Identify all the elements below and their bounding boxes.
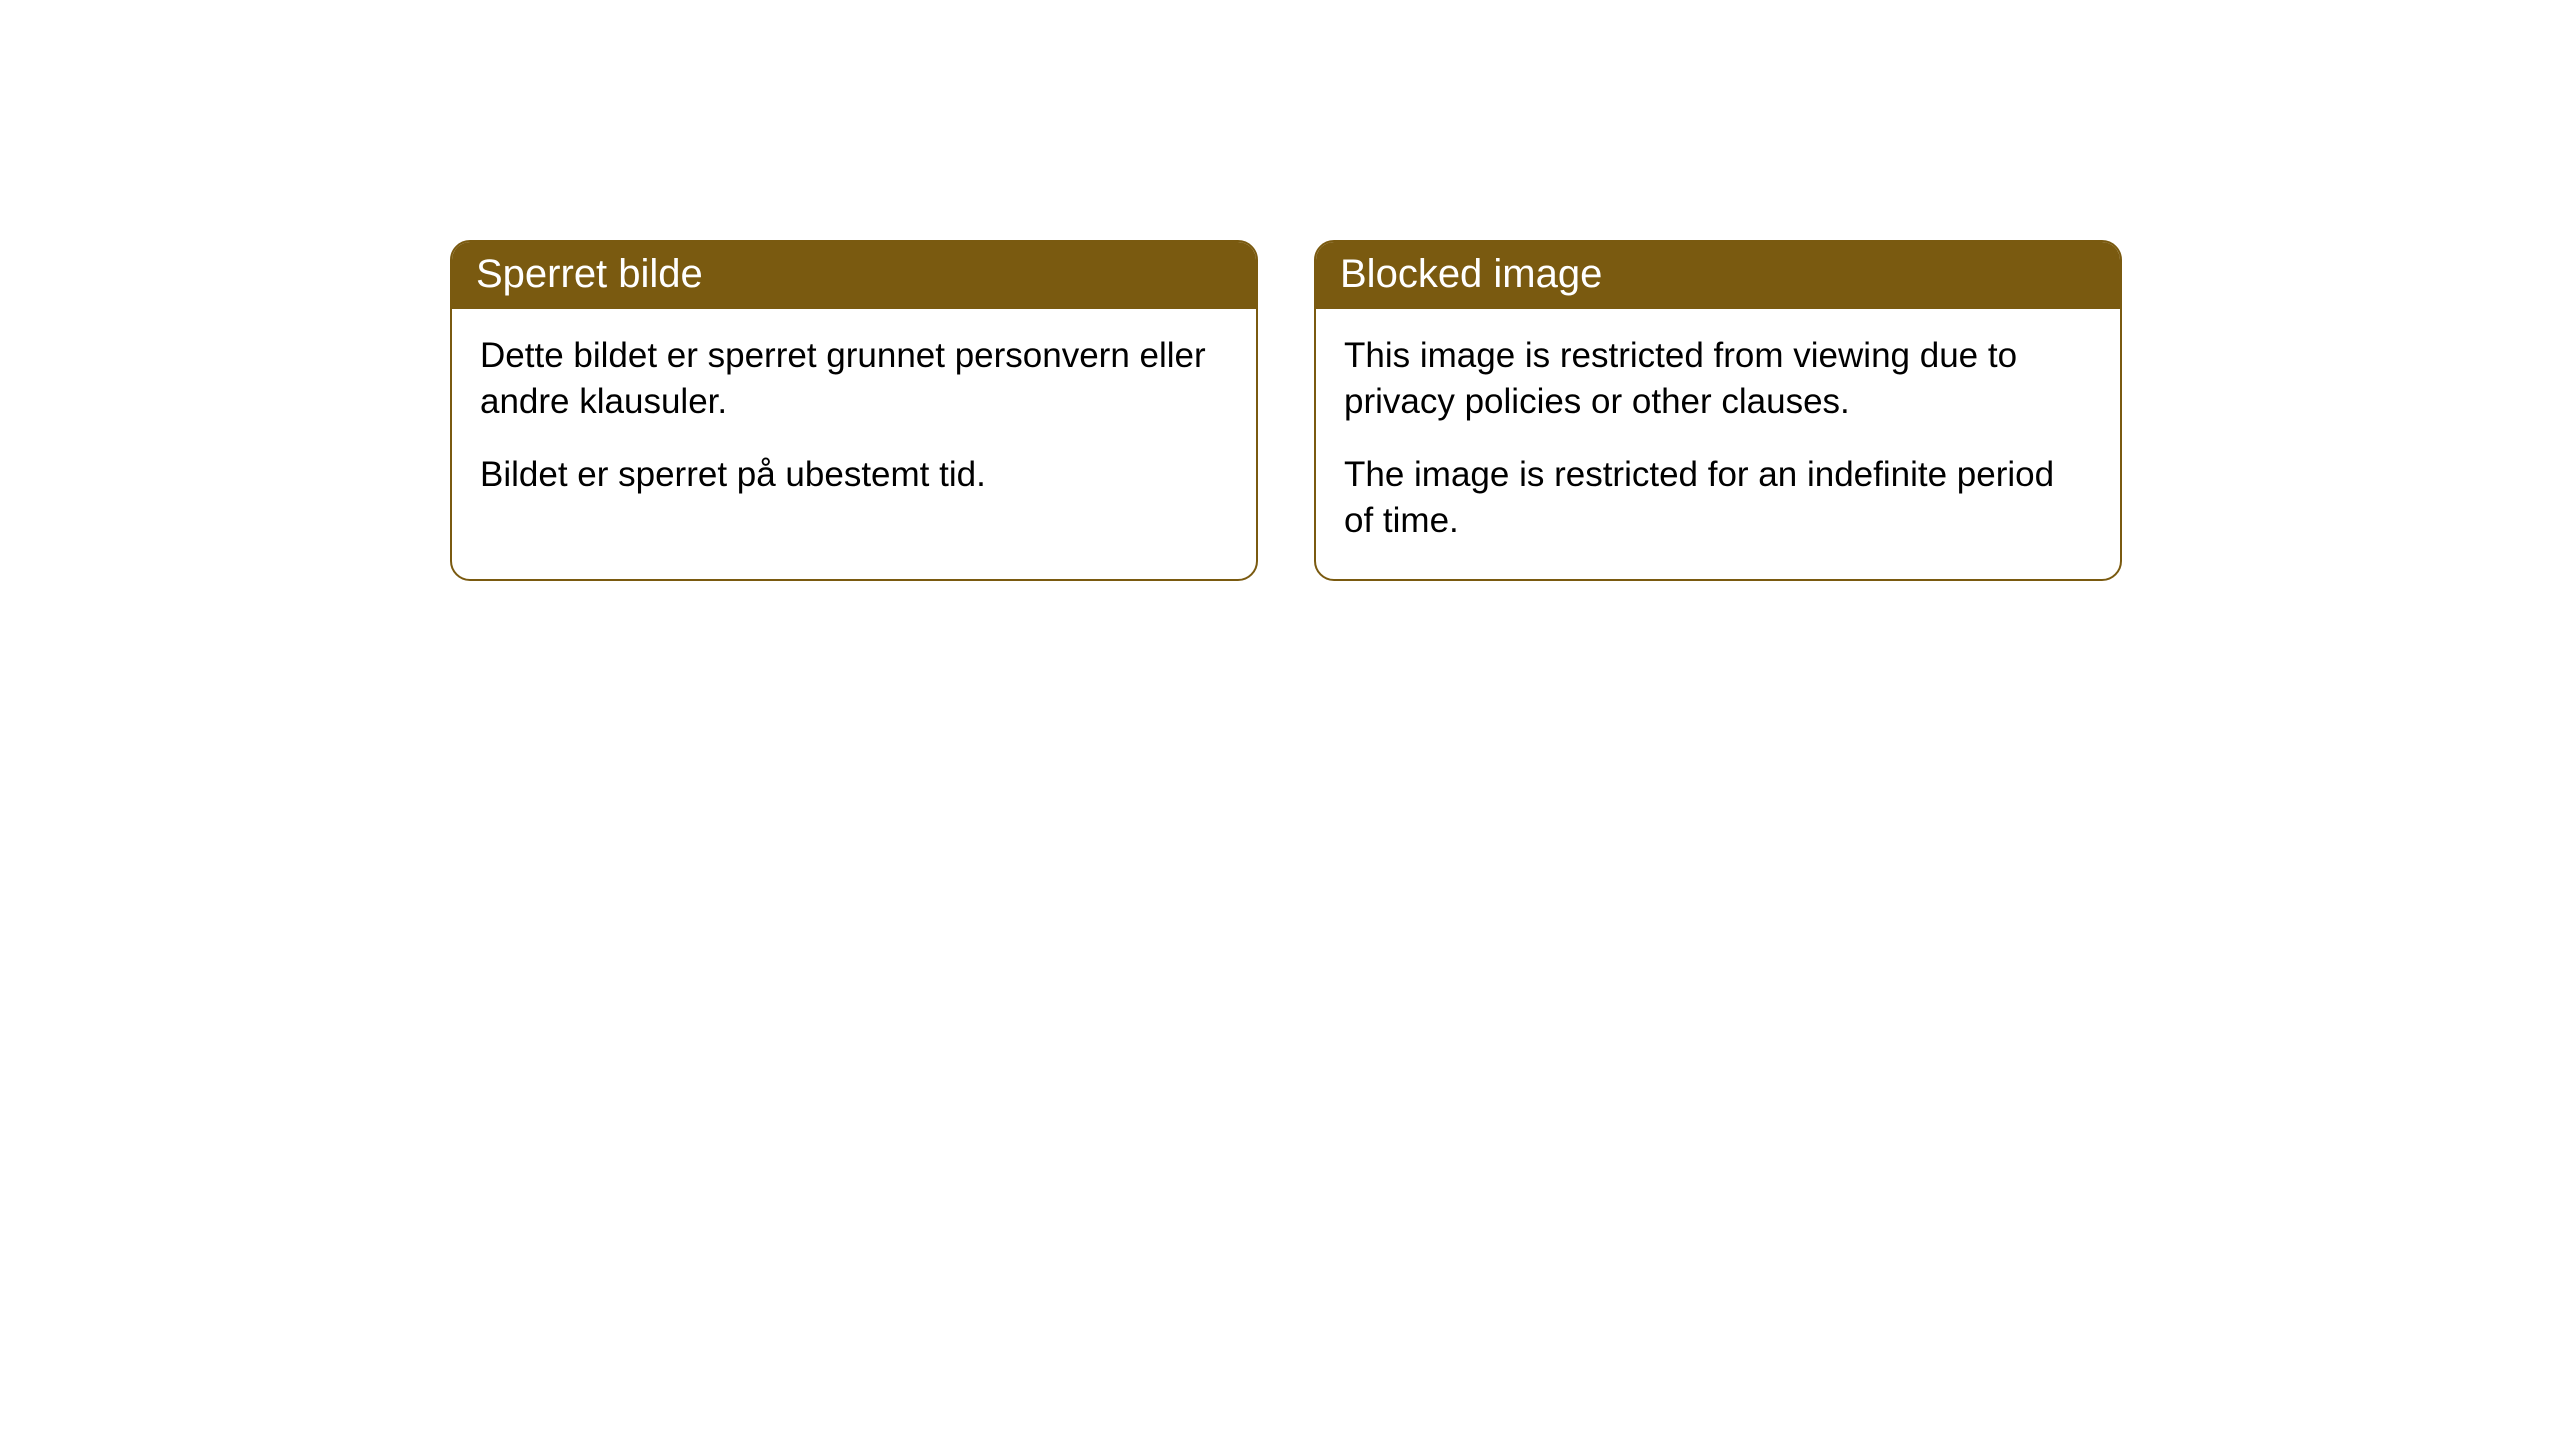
notice-paragraph-2: Bildet er sperret på ubestemt tid. [480,452,1228,498]
notice-paragraph-2: The image is restricted for an indefinit… [1344,452,2092,543]
card-body: Dette bildet er sperret grunnet personve… [452,309,1256,534]
blocked-image-card-norwegian: Sperret bilde Dette bildet er sperret gr… [450,240,1258,581]
card-header: Sperret bilde [452,242,1256,309]
notice-paragraph-1: This image is restricted from viewing du… [1344,333,2092,424]
notice-paragraph-1: Dette bildet er sperret grunnet personve… [480,333,1228,424]
card-header: Blocked image [1316,242,2120,309]
notice-container: Sperret bilde Dette bildet er sperret gr… [0,0,2560,581]
blocked-image-card-english: Blocked image This image is restricted f… [1314,240,2122,581]
card-body: This image is restricted from viewing du… [1316,309,2120,579]
